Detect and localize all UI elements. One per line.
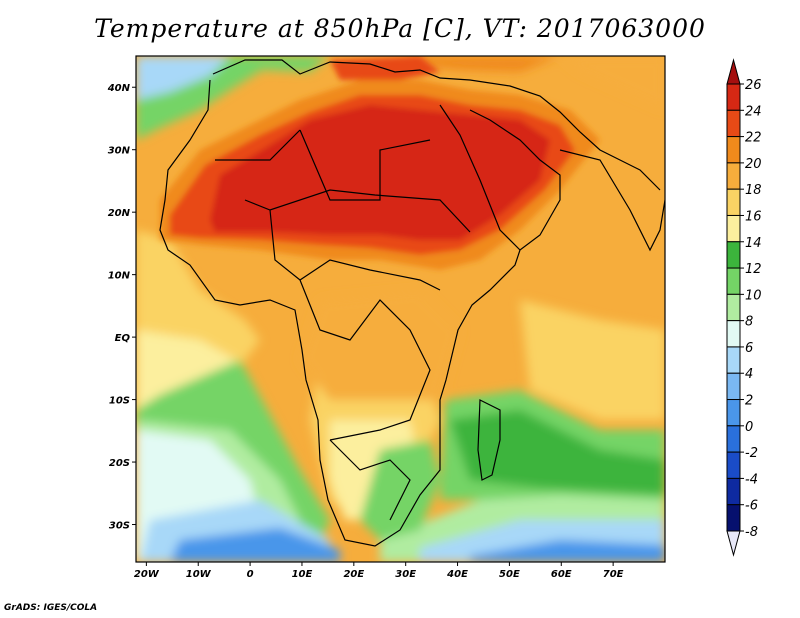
colorbar-label: -2	[745, 446, 758, 461]
colorbar-label: -8	[745, 525, 758, 540]
plot-frame	[135, 55, 666, 563]
colorbar-swatch	[726, 399, 741, 427]
colorbar-label: 0	[745, 420, 753, 435]
colorbar-swatch	[726, 162, 741, 190]
lat-tick-label: 10N	[108, 271, 131, 282]
colorbar-label: 16	[745, 209, 762, 224]
map-title: Temperature at 850hPa [C], VT: 201706300…	[94, 14, 706, 43]
colorbar-label: 8	[745, 315, 753, 330]
lon-tick-label: 10W	[186, 569, 212, 580]
coastlines	[159, 59, 665, 547]
colorbar-label: 6	[745, 341, 753, 356]
colorbar-label: 10	[745, 288, 762, 303]
lat-tick-label: 20S	[109, 458, 130, 469]
colorbar-swatch	[726, 504, 741, 532]
colorbar-label: -6	[745, 499, 758, 514]
lon-tick-label: 70E	[603, 569, 624, 580]
lon-tick-label: 60E	[551, 569, 572, 580]
lon-tick-label: 10E	[292, 569, 313, 580]
colorbar-label: 22	[745, 131, 762, 146]
colorbar-label: 12	[745, 262, 762, 277]
lon-tick-label: 20W	[134, 569, 160, 580]
colorbar-swatch	[726, 83, 741, 111]
colorbar-label: 18	[745, 183, 762, 198]
colorbar-swatch	[726, 477, 741, 506]
colorbar-swatch	[726, 214, 741, 243]
colorbar-swatch	[726, 109, 741, 138]
lon-tick-label: 30E	[395, 569, 416, 580]
colorbar-label: 26	[745, 78, 762, 93]
colorbar-min-arrow	[726, 530, 741, 557]
lon-tick-label: 0	[247, 569, 254, 580]
colorbar-swatch	[726, 188, 741, 216]
colorbar-label: 2	[745, 394, 753, 409]
lat-tick-label: 30S	[109, 521, 130, 532]
colorbar-swatch	[726, 293, 741, 322]
colorbar-label: 14	[745, 236, 762, 251]
colorbar-swatch	[726, 320, 741, 348]
colorbar-swatch	[726, 241, 741, 269]
colorbar-label: 20	[745, 157, 762, 172]
colorbar-swatch	[726, 136, 741, 164]
colorbar-swatch	[726, 267, 741, 295]
lat-tick-label: EQ	[115, 333, 131, 344]
colorbar-swatch	[726, 451, 741, 479]
lon-tick-label: 40E	[446, 569, 468, 580]
colorbar-label: 24	[745, 104, 762, 119]
latitude-axis: 40N 30N 20N 10N EQ 10S 20S 30S	[107, 83, 136, 532]
credit-text: GrADS: IGES/COLA	[4, 603, 98, 613]
lon-tick-label: 20E	[343, 569, 364, 580]
colorbar-swatch	[726, 425, 741, 453]
colorbar-max-arrow	[726, 58, 741, 85]
longitude-axis: 20W 10W 0 10E 20E 30E 40E 50E 60E 70E	[134, 562, 624, 580]
lat-tick-label: 10S	[109, 396, 130, 407]
colorbar-label: 4	[745, 367, 753, 382]
temperature-field	[136, 56, 665, 562]
lat-tick-label: 30N	[108, 146, 131, 157]
colorbar-swatch	[726, 372, 741, 401]
lon-tick-label: 50E	[499, 569, 520, 580]
colorbar-label: -4	[745, 472, 758, 487]
colorbar-swatch	[726, 346, 741, 374]
lat-tick-label: 40N	[107, 83, 131, 94]
lat-tick-label: 20N	[108, 208, 131, 219]
